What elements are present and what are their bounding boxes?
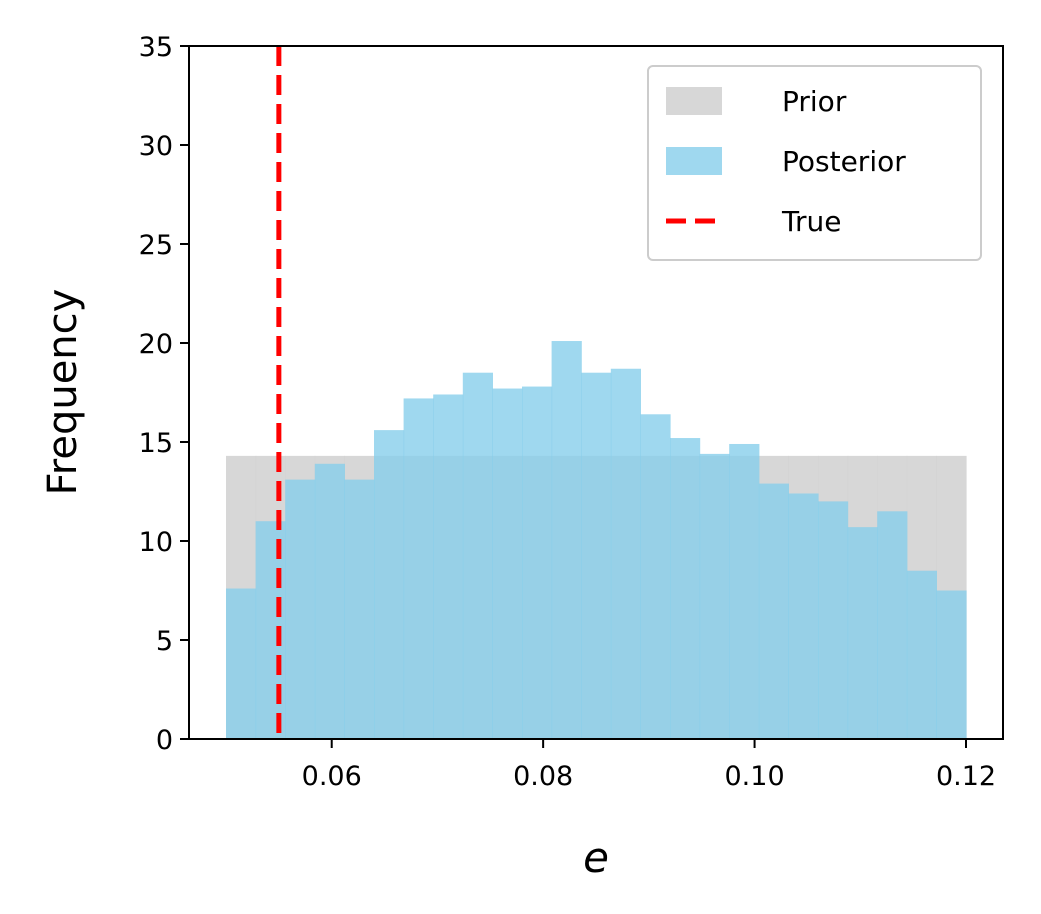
plot-area bbox=[226, 46, 967, 739]
x-axis-ticks: 0.06 0.08 0.10 0.12 bbox=[302, 739, 996, 792]
posterior-bar bbox=[699, 453, 730, 739]
x-axis-label: e bbox=[583, 833, 609, 882]
posterior-bar bbox=[374, 430, 405, 739]
legend-label-posterior: Posterior bbox=[782, 145, 906, 178]
posterior-bar bbox=[906, 570, 937, 739]
legend-label-prior: Prior bbox=[782, 85, 847, 118]
legend-swatch-prior bbox=[666, 87, 722, 115]
x-tick-label: 0.06 bbox=[302, 761, 362, 792]
posterior-bar bbox=[522, 386, 553, 739]
posterior-bar bbox=[788, 493, 819, 739]
legend-box bbox=[647, 65, 982, 261]
posterior-bar bbox=[581, 372, 612, 739]
posterior-bar bbox=[492, 388, 523, 739]
y-tick-label: 25 bbox=[139, 230, 173, 261]
x-tick-label: 0.10 bbox=[725, 761, 785, 792]
posterior-bar bbox=[670, 438, 701, 739]
x-tick-label: 0.12 bbox=[936, 761, 996, 792]
posterior-bar bbox=[847, 527, 878, 739]
x-tick-label: 0.08 bbox=[513, 761, 573, 792]
legend: Prior Posterior True bbox=[647, 65, 982, 261]
y-axis-label: Frequency bbox=[40, 289, 86, 496]
y-axis-ticks: 0 5 10 15 20 25 30 35 bbox=[139, 32, 189, 756]
posterior-bar bbox=[551, 341, 582, 739]
posterior-bar bbox=[729, 443, 760, 739]
y-tick-label: 15 bbox=[139, 428, 173, 459]
posterior-bar bbox=[285, 479, 316, 739]
legend-label-true: True bbox=[781, 205, 841, 238]
posterior-bar bbox=[344, 479, 375, 739]
y-tick-label: 35 bbox=[139, 32, 173, 63]
posterior-bar bbox=[818, 501, 849, 739]
posterior-bar bbox=[462, 372, 493, 739]
posterior-bar bbox=[226, 588, 257, 739]
y-tick-label: 5 bbox=[156, 626, 173, 657]
y-tick-label: 0 bbox=[156, 725, 173, 756]
posterior-bar bbox=[640, 414, 671, 739]
posterior-series bbox=[226, 341, 967, 739]
posterior-bar bbox=[314, 463, 345, 739]
axes-frame bbox=[188, 45, 1004, 740]
y-tick-label: 10 bbox=[139, 527, 173, 558]
posterior-bar bbox=[758, 483, 789, 739]
posterior-bar bbox=[936, 590, 967, 739]
posterior-bar bbox=[610, 368, 641, 739]
posterior-bar bbox=[877, 511, 908, 739]
posterior-bar bbox=[403, 398, 434, 739]
legend-swatch-posterior bbox=[666, 147, 722, 175]
posterior-bar bbox=[433, 394, 464, 739]
y-tick-label: 20 bbox=[139, 329, 173, 360]
y-tick-label: 30 bbox=[139, 131, 173, 162]
